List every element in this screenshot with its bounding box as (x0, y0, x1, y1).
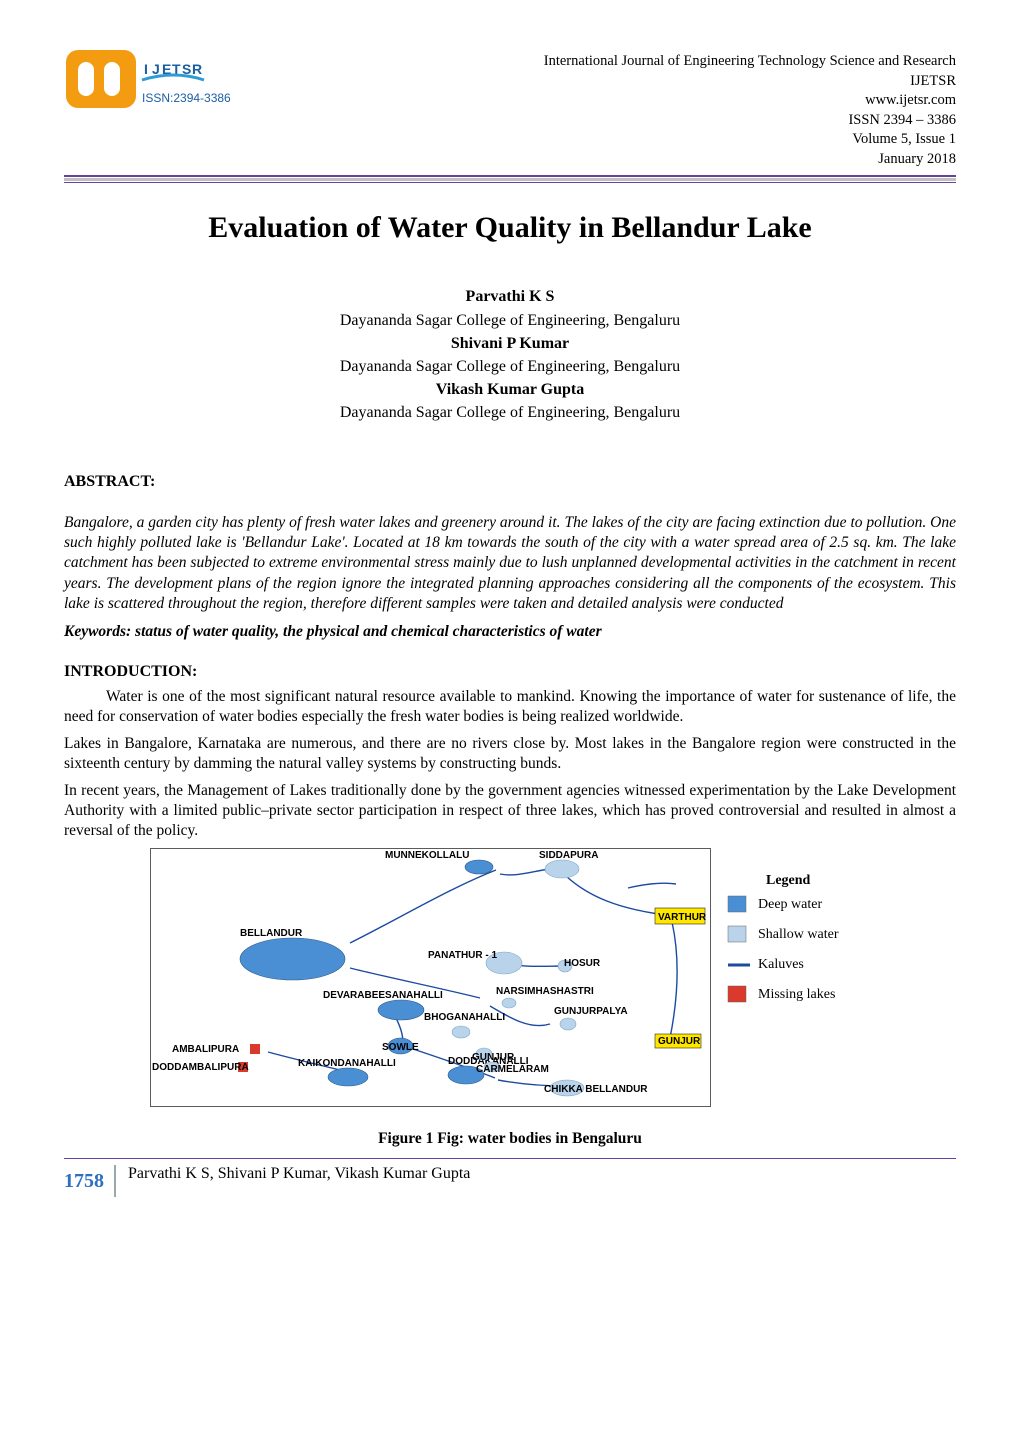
svg-text:Kaluves: Kaluves (758, 957, 804, 972)
journal-volume: Volume 5, Issue 1 (544, 130, 956, 150)
author-name-1: Parvathi K S (64, 285, 956, 308)
svg-text:J: J (152, 61, 160, 77)
logo-issn-text: ISSN:2394-3386 (142, 91, 231, 105)
figure-caption: Figure 1 Fig: water bodies in Bengaluru (64, 1130, 956, 1148)
svg-text:PANATHUR - 1: PANATHUR - 1 (428, 950, 498, 961)
journal-abbrev: IJETSR (544, 72, 956, 92)
author-name-3: Vikash Kumar Gupta (64, 378, 956, 401)
svg-text:Missing lakes: Missing lakes (758, 987, 835, 1002)
abstract-heading: ABSTRACT: (64, 473, 956, 491)
svg-text:KAIKONDANAHALLI: KAIKONDANAHALLI (298, 1058, 396, 1069)
svg-text:Shallow water: Shallow water (758, 927, 839, 942)
author-affiliation-1: Dayananda Sagar College of Engineering, … (64, 309, 956, 332)
author-affiliation-3: Dayananda Sagar College of Engineering, … (64, 401, 956, 424)
svg-text:DEVARABEESANAHALLI: DEVARABEESANAHALLI (323, 990, 443, 1001)
svg-text:CARMELARAM: CARMELARAM (476, 1064, 549, 1075)
svg-text:MUNNEKOLLALU: MUNNEKOLLALU (385, 850, 469, 861)
svg-text:NARSIMHASHASTRI: NARSIMHASHASTRI (496, 986, 594, 997)
svg-text:AMBALIPURA: AMBALIPURA (172, 1044, 239, 1055)
svg-text:R: R (192, 61, 202, 77)
footer-authors: Parvathi K S, Shivani P Kumar, Vikash Ku… (128, 1165, 470, 1183)
author-affiliation-2: Dayananda Sagar College of Engineering, … (64, 355, 956, 378)
svg-text:VARTHUR: VARTHUR (658, 912, 707, 923)
journal-logo: I J E T S R ISSN:2394-3386 (64, 48, 234, 138)
intro-paragraph-2: Lakes in Bangalore, Karnataka are numero… (64, 734, 956, 775)
figure-1: BELLANDURDEVARABEESANAHALLISOWLEDODDAKAN… (64, 848, 956, 1148)
svg-text:SOWLE: SOWLE (382, 1042, 419, 1053)
abstract-keywords: Keywords: status of water quality, the p… (64, 623, 956, 641)
journal-name: International Journal of Engineering Tec… (544, 52, 956, 72)
svg-text:GUNJURPALYA: GUNJURPALYA (554, 1006, 628, 1017)
page-footer: 1758 Parvathi K S, Shivani P Kumar, Vika… (64, 1165, 956, 1197)
journal-date: January 2018 (544, 150, 956, 170)
svg-text:BELLANDUR: BELLANDUR (240, 928, 303, 939)
svg-text:Deep water: Deep water (758, 897, 822, 912)
paper-title: Evaluation of Water Quality in Bellandur… (64, 211, 956, 245)
svg-text:GUNJUR: GUNJUR (658, 1036, 701, 1047)
page-header: I J E T S R ISSN:2394-3386 International… (64, 48, 956, 169)
introduction-heading: INTRODUCTION: (64, 663, 956, 681)
journal-website: www.ijetsr.com (544, 91, 956, 111)
intro-paragraph-1: Water is one of the most significant nat… (64, 687, 956, 728)
header-rule (64, 175, 956, 183)
intro-paragraph-3: In recent years, the Management of Lakes… (64, 781, 956, 842)
authors-block: Parvathi K S Dayananda Sagar College of … (64, 285, 956, 424)
author-name-2: Shivani P Kumar (64, 332, 956, 355)
svg-text:SIDDAPURA: SIDDAPURA (539, 850, 598, 861)
svg-text:BHOGANAHALLI: BHOGANAHALLI (424, 1012, 505, 1023)
page-number: 1758 (64, 1165, 116, 1197)
footer-rule (64, 1158, 956, 1159)
svg-text:GUNJUR: GUNJUR (472, 1052, 515, 1063)
journal-meta: International Journal of Engineering Tec… (544, 48, 956, 169)
svg-text:Legend: Legend (766, 873, 811, 888)
abstract-text: Bangalore, a garden city has plenty of f… (64, 513, 956, 615)
svg-text:CHIKKA BELLANDUR: CHIKKA BELLANDUR (544, 1084, 648, 1095)
svg-text:I: I (144, 61, 148, 77)
journal-issn: ISSN 2394 – 3386 (544, 111, 956, 131)
svg-text:HOSUR: HOSUR (564, 958, 601, 969)
svg-text:DODDAMBALIPURA: DODDAMBALIPURA (152, 1062, 249, 1073)
